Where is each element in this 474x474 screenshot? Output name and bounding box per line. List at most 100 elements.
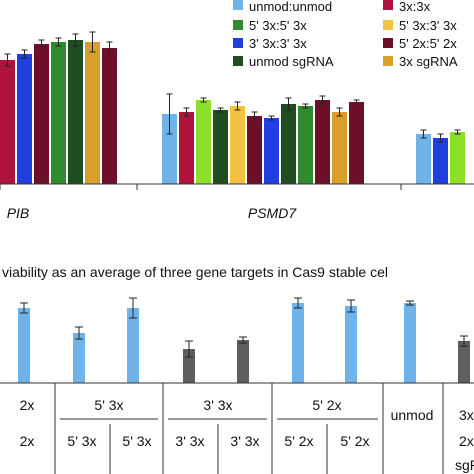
error-bar <box>285 97 292 111</box>
viability-bar <box>345 306 357 383</box>
error-bar <box>89 31 96 53</box>
viability-bar <box>237 340 249 383</box>
viability-bar <box>404 303 416 383</box>
gene-bar <box>162 114 177 184</box>
error-bar <box>20 302 28 314</box>
table-cell: 3' 3x <box>203 397 232 413</box>
error-bar <box>217 107 224 113</box>
gene-bar <box>196 100 211 184</box>
legend-label-unmod-unmod: unmod:unmod <box>249 0 332 14</box>
error-bar <box>336 107 343 117</box>
table-cell: 5' 3x <box>122 433 151 449</box>
error-bar <box>454 129 461 135</box>
viability-bar-chart: 2x 5' 3x 3' 3x 5' 2x unmod 3x 2x 5' 3x 5… <box>0 297 474 474</box>
gene-bar <box>68 40 83 184</box>
gene-bar <box>332 112 347 184</box>
error-bar <box>166 93 173 135</box>
table-cell: 5' 2x <box>284 433 313 449</box>
viability-bars <box>18 297 470 383</box>
legend-swatch-unmod-sgrna <box>233 56 243 66</box>
gene-bar <box>0 60 15 184</box>
error-bar <box>268 115 275 121</box>
gene-bar-chart: PIB PSMD7 unmod:unmod 5' 3x:5' 3x 3' 3x:3… <box>0 0 474 221</box>
legend-label-unmod-sgrna: unmod sgRNA <box>249 54 334 69</box>
error-bar <box>55 37 62 47</box>
error-bar <box>420 129 427 139</box>
gene-bar <box>264 118 279 184</box>
gene-bar <box>433 138 448 184</box>
error-bar <box>437 133 444 143</box>
table-cell: 3' 3x <box>230 433 259 449</box>
error-bar <box>185 340 193 358</box>
gene-bar <box>416 134 431 184</box>
gene-bar <box>17 54 32 184</box>
legend-swatch-3p3x-3p3x <box>233 38 243 48</box>
gene-bar <box>179 112 194 184</box>
error-bar <box>72 33 79 47</box>
gene-bar <box>51 42 66 184</box>
gene-bar <box>85 42 100 184</box>
table-cell: unmod <box>391 407 434 423</box>
error-bar <box>239 336 247 344</box>
table-cell: 2x <box>20 433 35 449</box>
gene-label: PIB <box>7 205 30 221</box>
legend: unmod:unmod 5' 3x:5' 3x 3' 3x:3' 3x unmo… <box>233 0 458 69</box>
gene-bar <box>102 48 117 184</box>
error-bar <box>38 39 45 49</box>
condition-label-table: 2x 5' 3x 3' 3x 5' 2x unmod 3x 2x 5' 3x 5… <box>20 383 474 474</box>
table-cell: 2x <box>20 397 35 413</box>
top-axis-ticks <box>0 184 402 190</box>
legend-swatch-unmod-unmod <box>233 0 243 10</box>
error-bar <box>353 99 360 105</box>
viability-bar <box>458 341 470 383</box>
table-cell: 5' 3x <box>67 433 96 449</box>
table-cell: 5' 2x <box>312 397 341 413</box>
error-bar <box>319 95 326 105</box>
gene-bar <box>281 104 296 184</box>
gene-label: PSMD7 <box>248 205 297 221</box>
error-bar <box>460 335 468 347</box>
viability-bar <box>18 308 30 383</box>
viability-bar <box>292 303 304 383</box>
viability-bar <box>73 333 85 383</box>
bottom-chart-title: viability as an average of three gene ta… <box>2 264 388 280</box>
gene-bar <box>315 100 330 184</box>
legend-swatch-5p3x-5p3x <box>233 20 243 30</box>
legend-label-3p3x-3p3x: 3' 3x:3' 3x <box>249 36 307 51</box>
error-bar <box>183 107 190 117</box>
error-bar <box>200 97 207 103</box>
error-bar <box>106 41 113 55</box>
error-bar <box>21 49 28 59</box>
error-bar <box>75 326 83 340</box>
table-cell: 3' 3x <box>175 433 204 449</box>
gene-bar <box>34 44 49 184</box>
gene-labels: PIB PSMD7 <box>7 205 298 221</box>
gene-bars <box>0 31 465 184</box>
error-bar <box>4 53 11 67</box>
gene-bar <box>349 102 364 184</box>
table-cell: 3x <box>459 407 474 423</box>
legend-label-3x-3x: 3x:3x <box>399 0 431 14</box>
legend-swatch-3x-3x <box>383 0 393 10</box>
table-cell: 2x <box>459 433 474 449</box>
legend-swatch-5p3x-3p3x <box>383 20 393 30</box>
gene-bar <box>213 110 228 184</box>
error-bar <box>406 300 414 306</box>
error-bar <box>347 299 355 313</box>
legend-label-3x-sgrna: 3x sgRNA <box>399 54 458 69</box>
gene-bar <box>450 132 465 184</box>
legend-swatch-5p2x-5p2x <box>383 38 393 48</box>
table-cell: 5' 2x <box>340 433 369 449</box>
legend-swatch-3x-sgrna <box>383 56 393 66</box>
gene-bar <box>247 116 262 184</box>
table-cell: sgR <box>455 457 474 473</box>
error-bar <box>251 111 258 121</box>
legend-label-5p3x-5p3x: 5' 3x:5' 3x <box>249 18 307 33</box>
gene-bar <box>230 106 245 184</box>
error-bar <box>129 297 137 319</box>
table-cell: 5' 3x <box>94 397 123 413</box>
legend-label-5p3x-3p3x: 5' 3x:3' 3x <box>399 18 457 33</box>
error-bar <box>234 101 241 111</box>
viability-bar <box>127 308 139 383</box>
